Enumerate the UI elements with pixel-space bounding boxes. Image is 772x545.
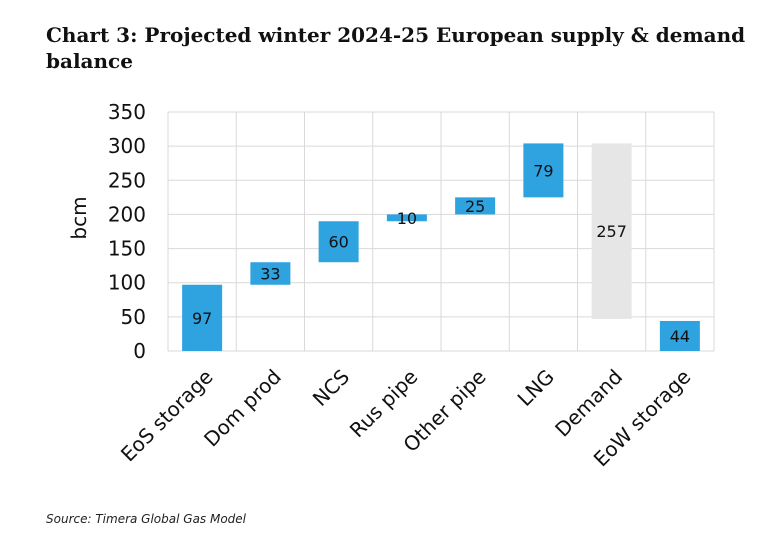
y-tick-label: 350 [108,100,146,124]
data-label: 10 [397,209,417,228]
bar-eos-storage [182,284,223,351]
data-label: 33 [260,264,280,283]
bar-demand [591,143,632,319]
data-label: 44 [670,327,690,346]
data-label: 25 [465,197,485,216]
source-note: Source: Timera Global Gas Model [46,512,247,526]
data-label: 79 [533,161,553,180]
y-axis-ticks: 0 50 100 150 200 250 300 350 [108,100,146,363]
grid-lines [167,111,715,352]
data-label: 60 [328,233,348,252]
data-labels: 97 33 60 10 25 79 257 44 [192,161,690,346]
y-tick-label: 150 [108,237,146,261]
y-tick-label: 0 [133,339,146,363]
x-tick-label: LNG [513,365,559,411]
y-tick-label: 100 [108,271,146,295]
bar-ncs [318,221,359,263]
bars [182,143,700,351]
bar-dom-prod [250,262,291,285]
data-label: 257 [596,222,627,241]
bar-lng [523,143,564,198]
bar-rus-pipe [386,214,427,222]
x-tick-label: EoS storage [116,365,218,467]
bar-eow-storage [659,320,700,351]
bar-other-pipe [455,197,496,215]
chart-title: Chart 3: Projected winter 2024-25 Europe… [46,23,746,73]
y-tick-label: 250 [108,168,146,192]
y-tick-label: 200 [108,202,146,226]
y-tick-label: 300 [108,134,146,158]
y-tick-label: 50 [121,305,146,329]
data-label: 97 [192,309,212,328]
x-tick-label: NCS [308,365,354,411]
y-axis-label: bcm [67,196,91,239]
